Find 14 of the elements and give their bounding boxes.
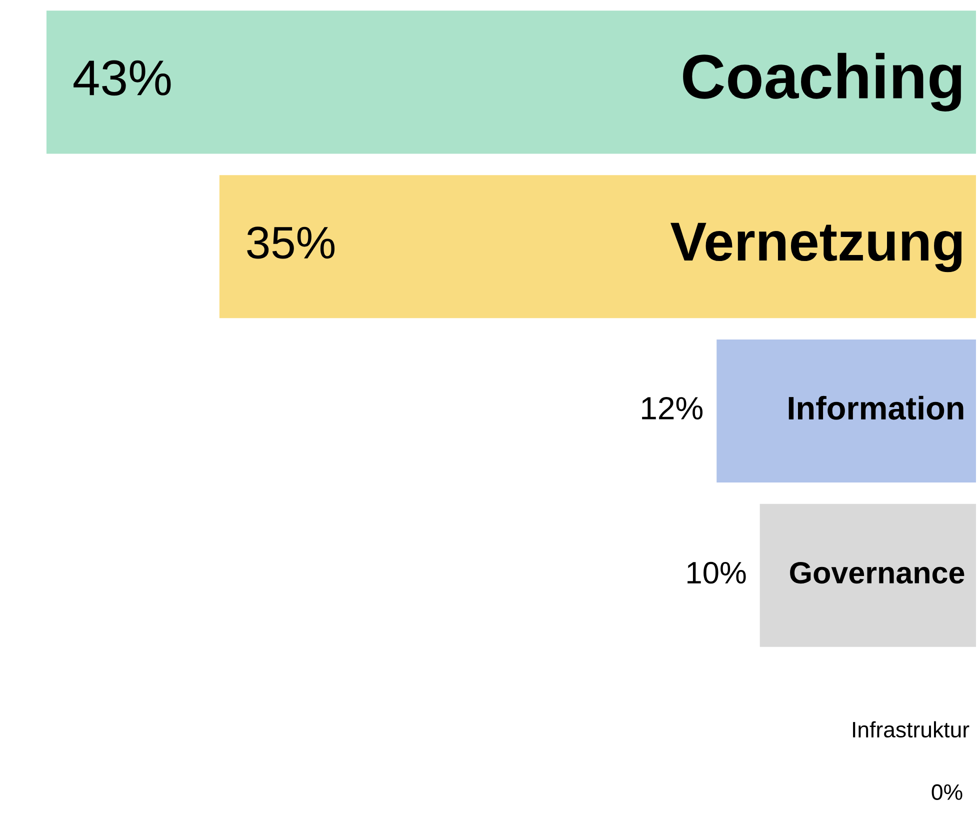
y-tick-label: Information: [788, 396, 964, 420]
bar: [716, 339, 976, 483]
y-tick-label: Infrastruktur: [853, 721, 970, 738]
y-tick-label: Vernetzung: [670, 222, 962, 272]
data-label: 35%: [247, 226, 335, 259]
bar: [219, 175, 976, 318]
data-label: 12%: [642, 396, 703, 420]
data-label: 43%: [74, 60, 171, 96]
y-tick-label: Governance: [790, 562, 964, 584]
data-label: 10%: [688, 562, 746, 584]
data-label: 0%: [932, 784, 962, 800]
bar: [46, 10, 976, 154]
y-tick-label: Coaching: [683, 52, 962, 112]
bar: [760, 504, 976, 647]
